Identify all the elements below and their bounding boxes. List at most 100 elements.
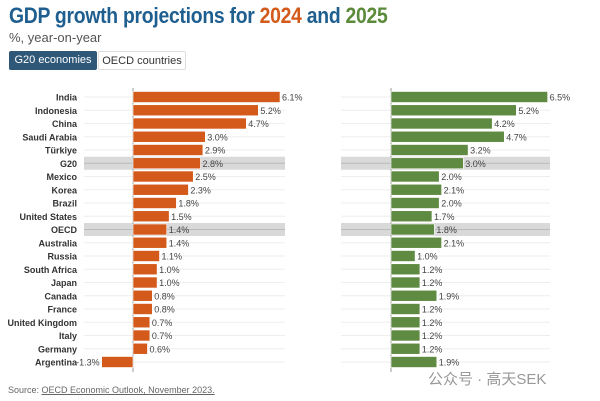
data-label: 2.1% bbox=[444, 185, 465, 195]
category-label: Saudi Arabia bbox=[22, 132, 78, 142]
bar-2025 bbox=[390, 356, 438, 368]
bar-2024 bbox=[132, 316, 151, 329]
bar-2025 bbox=[390, 183, 442, 196]
title-prefix: GDP growth projections for bbox=[9, 3, 260, 28]
data-label: 2.5% bbox=[195, 172, 216, 182]
data-label: 1.8% bbox=[436, 225, 457, 235]
data-label: 0.8% bbox=[154, 291, 175, 301]
data-label: 5.2% bbox=[260, 106, 281, 116]
category-label: Brazil bbox=[52, 199, 77, 209]
title-year-2025: 2025 bbox=[345, 3, 388, 28]
bar-2025 bbox=[390, 276, 421, 289]
data-label: 2.3% bbox=[190, 185, 211, 195]
source-link[interactable]: OECD Economic Outlook, November 2023. bbox=[41, 385, 215, 395]
data-label: 1.0% bbox=[417, 252, 438, 262]
data-label: 1.4% bbox=[169, 225, 190, 235]
bar-2025 bbox=[390, 130, 505, 143]
chart-title: GDP growth projections for 2024 and 2025 bbox=[9, 3, 388, 29]
watermark: 公众号 · 高天SEK bbox=[428, 371, 547, 388]
category-label: India bbox=[56, 93, 78, 103]
bar-2024 bbox=[132, 329, 151, 342]
bar-2025 bbox=[390, 104, 517, 117]
bar-2025 bbox=[390, 250, 416, 262]
data-label: 1.9% bbox=[439, 358, 460, 368]
data-label: 1.5% bbox=[171, 212, 192, 222]
bar-2025 bbox=[390, 303, 421, 315]
category-label: South Africa bbox=[24, 265, 78, 275]
bar-2024 bbox=[132, 130, 206, 143]
data-label: 2.9% bbox=[205, 146, 226, 156]
data-label: 1.9% bbox=[439, 291, 460, 301]
data-label: 1.8% bbox=[178, 199, 199, 209]
bar-2024 bbox=[132, 144, 204, 156]
data-label: 1.0% bbox=[159, 278, 180, 288]
bar-2024 bbox=[132, 236, 168, 249]
bar-2024 bbox=[132, 289, 153, 302]
data-label: 6.5% bbox=[550, 93, 571, 103]
data-label: 1.2% bbox=[422, 278, 443, 288]
category-label: Indonesia bbox=[35, 106, 78, 116]
bar-2024 bbox=[132, 303, 153, 315]
tab-oecd-countries[interactable]: OECD countries bbox=[98, 51, 186, 70]
data-label: -1.3% bbox=[76, 358, 100, 368]
title-year-2024: 2024 bbox=[259, 3, 302, 28]
data-label: 4.7% bbox=[506, 132, 527, 142]
category-label: OECD bbox=[51, 225, 78, 235]
bar-2025 bbox=[390, 342, 421, 355]
category-label: Italy bbox=[59, 331, 77, 341]
bar-2024 bbox=[132, 276, 158, 289]
data-label: 1.7% bbox=[434, 212, 455, 222]
bar-2024 bbox=[132, 263, 158, 276]
data-label: 0.7% bbox=[152, 318, 173, 328]
category-label: Korea bbox=[51, 185, 78, 195]
bar-2025 bbox=[390, 223, 435, 236]
data-label: 4.2% bbox=[494, 119, 515, 129]
bar-2025 bbox=[390, 210, 433, 223]
data-label: 3.2% bbox=[470, 146, 491, 156]
category-label: United States bbox=[19, 212, 77, 222]
category-label: Russia bbox=[47, 252, 78, 262]
data-label: 6.1% bbox=[282, 93, 303, 103]
chart-subtitle: %, year-on-year bbox=[9, 30, 102, 45]
category-label: Japan bbox=[51, 278, 77, 288]
tab-g20-economies[interactable]: G20 economies bbox=[9, 51, 97, 70]
bar-2025 bbox=[390, 289, 438, 302]
bar-2025 bbox=[390, 144, 469, 156]
bar-2025 bbox=[390, 316, 421, 329]
category-label: Mexico bbox=[46, 172, 77, 182]
bar-2024 bbox=[132, 170, 194, 183]
data-label: 2.1% bbox=[444, 238, 465, 248]
bar-2024 bbox=[132, 250, 160, 262]
bar-2025 bbox=[390, 197, 440, 209]
data-label: 2.8% bbox=[202, 159, 223, 169]
bar-2024 bbox=[132, 104, 259, 117]
data-label: 4.7% bbox=[248, 119, 269, 129]
data-label: 1.4% bbox=[169, 238, 190, 248]
category-label: China bbox=[52, 119, 78, 129]
source-label: Source: bbox=[8, 385, 42, 395]
data-label: 0.8% bbox=[154, 305, 175, 315]
data-label: 0.7% bbox=[152, 331, 173, 341]
bar-2024 bbox=[132, 91, 281, 103]
category-label: Australia bbox=[38, 238, 78, 248]
data-label: 1.2% bbox=[422, 305, 443, 315]
bar-2024 bbox=[132, 117, 247, 130]
data-label: 1.1% bbox=[162, 252, 183, 262]
data-label: 1.2% bbox=[422, 344, 443, 354]
data-label: 5.2% bbox=[518, 106, 539, 116]
category-label: Canada bbox=[44, 291, 78, 301]
bar-2024 bbox=[132, 197, 177, 209]
category-label: Germany bbox=[38, 344, 77, 354]
data-label: 3.0% bbox=[207, 132, 228, 142]
data-label: 3.0% bbox=[465, 159, 486, 169]
data-label: 1.2% bbox=[422, 318, 443, 328]
category-label: France bbox=[47, 305, 77, 315]
source-note: Source: OECD Economic Outlook, November … bbox=[8, 385, 215, 395]
data-label: 1.2% bbox=[422, 331, 443, 341]
data-label: 1.2% bbox=[422, 265, 443, 275]
data-label: 2.0% bbox=[441, 172, 462, 182]
bar-2024 bbox=[132, 183, 189, 196]
category-label: United Kingdom bbox=[8, 318, 78, 328]
data-label: 0.6% bbox=[149, 344, 170, 354]
